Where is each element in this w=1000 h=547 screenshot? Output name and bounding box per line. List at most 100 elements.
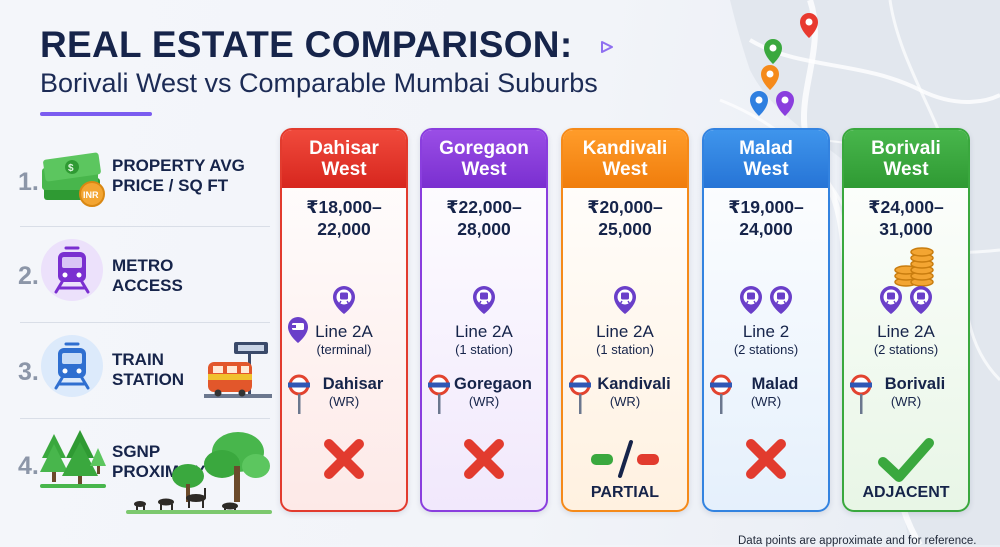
category-divider [20, 322, 270, 323]
station-sign-icon [288, 374, 310, 414]
category-train: 3. TRAIN STATION [0, 328, 272, 418]
category-label-line2: STATION [112, 370, 185, 389]
partial-icon [591, 440, 659, 478]
metro-line: Line 2A [596, 322, 654, 341]
metro-pins [282, 284, 406, 316]
suburb-name-line2: West [743, 159, 789, 180]
checkmark-icon [878, 438, 934, 482]
forest-icon [40, 430, 106, 488]
price-line2: 31,000 [879, 219, 933, 239]
price-line2: 28,000 [457, 219, 511, 239]
terminal-bed-icon [288, 317, 308, 343]
suburb-name-line2: West [883, 159, 929, 180]
suburb-price: ₹18,000– 22,000 [282, 196, 406, 240]
metro-line: Line 2A [877, 322, 935, 341]
suburb-station: Kandivali (WR) [563, 374, 687, 414]
money-stack-icon: $ INR [42, 152, 105, 207]
price-line2: 22,000 [317, 219, 371, 239]
svg-text:$: $ [68, 163, 74, 174]
category-label-line1: SGNP [112, 442, 161, 461]
station-line: (WR) [890, 394, 922, 409]
metro-pins [563, 284, 687, 316]
suburb-metro: Line 2A (terminal) [282, 317, 406, 358]
station-train-illustration-icon [204, 342, 272, 398]
coin-stack-icon [894, 247, 934, 287]
metro-detail: (2 stations) [733, 342, 799, 357]
page-subtitle: Borivali West vs Comparable Mumbai Subur… [40, 68, 598, 98]
station-line: (WR) [609, 394, 641, 409]
suburb-name-line1: Dahisar [309, 138, 379, 159]
sgnp-mark [282, 436, 406, 482]
suburb-column: Dahisar West ₹18,000– 22,000 Line 2A (termina… [280, 128, 408, 512]
metro-pins [844, 284, 968, 316]
category-number: 3. [18, 358, 39, 386]
station-name: Borivali [884, 375, 946, 393]
triangle-decoration-icon [601, 41, 613, 53]
suburb-metro: Line 2A (1 station) [422, 322, 546, 358]
metro-pin-icon [740, 286, 762, 314]
suburb-header: Kandivali West [563, 130, 687, 188]
price-line1: ₹19,000– [728, 197, 804, 217]
category-metro: 2. METRO ACCESS [0, 232, 272, 322]
category-number: 1. [18, 168, 39, 196]
suburb-column: Goregaon West ₹22,000– 28,000 Line 2A (1 stat… [420, 128, 548, 512]
metro-pin-icon [614, 286, 636, 314]
suburb-station: Borivali (WR) [844, 374, 968, 414]
suburb-column: Borivali West ₹24,000– 31,000 Line 2A (2 stat… [842, 128, 970, 512]
price-line2: 24,000 [739, 219, 793, 239]
metro-detail: (terminal) [316, 342, 372, 357]
price-line1: ₹22,000– [446, 197, 522, 217]
station-name: Dahisar [322, 375, 384, 393]
suburb-name-line2: West [461, 159, 507, 180]
station-line: (WR) [750, 394, 782, 409]
suburb-header: Goregaon West [422, 130, 546, 188]
metro-pin-icon [910, 286, 932, 314]
station-sign-icon [850, 374, 872, 414]
category-sgnp: 4. SGNP PROXIMITY [0, 424, 272, 514]
station-line: (WR) [328, 394, 360, 409]
suburb-header: Borivali West [844, 130, 968, 188]
price-line1: ₹24,000– [868, 197, 944, 217]
category-label-line1: TRAIN [112, 350, 164, 369]
suburb-price: ₹20,000– 25,000 [563, 196, 687, 240]
suburb-station: Malad (WR) [704, 374, 828, 414]
station-name: Goregaon [454, 375, 532, 393]
category-label-line1: METRO [112, 256, 174, 275]
cross-icon [324, 439, 364, 479]
suburb-header: Malad West [704, 130, 828, 188]
suburb-column: Kandivali West ₹20,000– 25,000 Line 2A (1 sta… [561, 128, 689, 512]
metro-pins [704, 284, 828, 316]
station-sign-icon [710, 374, 732, 414]
price-line1: ₹18,000– [306, 197, 382, 217]
metro-line: Line 2A [455, 322, 513, 341]
cross-icon [464, 439, 504, 479]
sgnp-mark [563, 436, 687, 482]
price-line1: ₹20,000– [587, 197, 663, 217]
suburb-column: Malad West ₹19,000– 24,000 Line 2 (2 stations… [702, 128, 830, 512]
suburb-price: ₹22,000– 28,000 [422, 196, 546, 240]
category-number: 2. [18, 262, 39, 290]
sgnp-mark [704, 436, 828, 482]
suburb-metro: Line 2A (1 station) [563, 322, 687, 358]
station-line: (WR) [468, 394, 500, 409]
metro-line: Line 2A [315, 322, 373, 341]
suburb-name-line1: Borivali [871, 138, 941, 159]
category-divider [20, 226, 270, 227]
station-name: Kandivali [597, 375, 671, 393]
category-label-line2: ACCESS [112, 276, 183, 295]
category-price: 1. $ INR PROPERTY AVG PRICE / SQ FT [0, 138, 272, 228]
suburb-name-line1: Malad [739, 138, 793, 159]
suburb-header: Dahisar West [282, 130, 406, 188]
suburb-metro: Line 2 (2 stations) [704, 322, 828, 358]
suburb-price: ₹19,000– 24,000 [704, 196, 828, 240]
forest-wildlife-illustration-icon [126, 432, 272, 514]
metro-pin-icon [880, 286, 902, 314]
suburb-metro: Line 2A (2 stations) [844, 322, 968, 358]
cross-icon [746, 439, 786, 479]
map-pins [750, 13, 818, 116]
category-divider [20, 418, 270, 419]
suburb-name-line1: Kandivali [582, 138, 668, 159]
suburb-name-line2: West [602, 159, 648, 180]
station-name: Malad [751, 375, 799, 393]
page-title: REAL ESTATE COMPARISON: [40, 24, 573, 65]
